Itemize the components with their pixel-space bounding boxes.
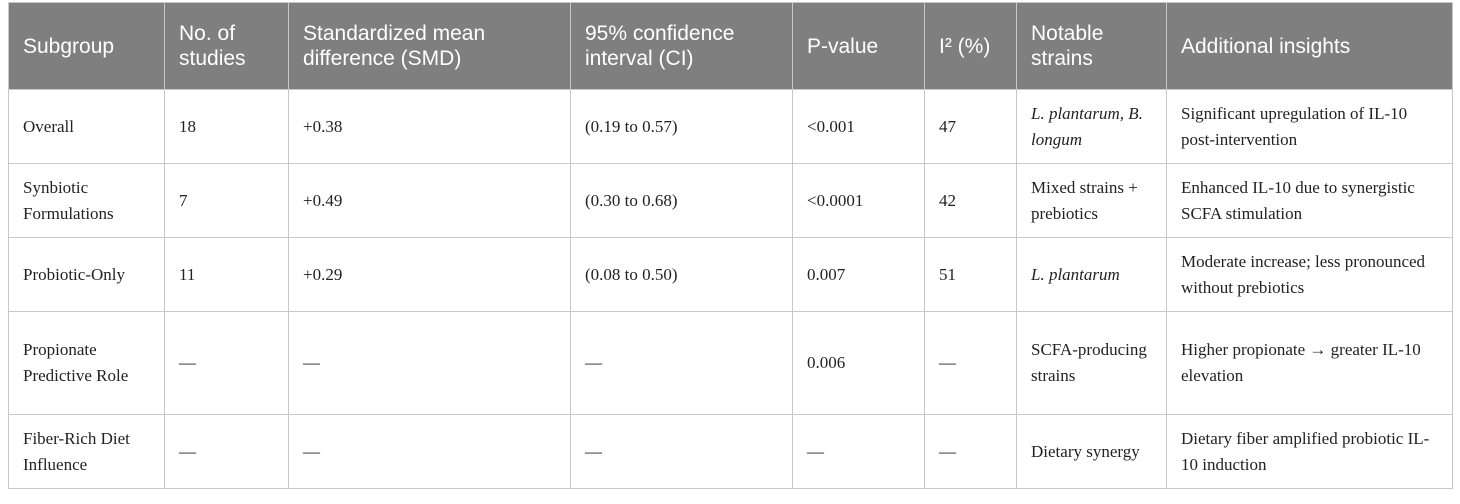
table-cell: Synbiotic Formulations [8, 163, 165, 238]
header-cell: I² (%) [924, 2, 1017, 90]
header-cell: Notable strains [1016, 2, 1167, 90]
table-cell: Moderate increase; less pronounced witho… [1166, 237, 1453, 312]
table-cell: L. plantarum, B. longum [1016, 89, 1167, 164]
table-cell: Overall [8, 89, 165, 164]
table-cell: Probiotic-Only [8, 237, 165, 312]
table-cell: +0.38 [288, 89, 571, 164]
header-cell: Subgroup [8, 2, 165, 90]
table-cell: 7 [164, 163, 289, 238]
table-cell: — [288, 414, 571, 489]
header-row: Subgroup No. of studies Standardized mean … [8, 2, 1453, 90]
table-row: Overall 18 +0.38 (0.19 to 0.57) <0.001 47 L. p… [8, 89, 1453, 164]
table-cell: (0.08 to 0.50) [570, 237, 793, 312]
table-row: Synbiotic Formulations 7 +0.49 (0.30 to 0.6… [8, 163, 1453, 238]
table-cell: +0.29 [288, 237, 571, 312]
table-cell: Dietary synergy [1016, 414, 1167, 489]
table-cell: — [164, 414, 289, 489]
header-cell: Standardized mean difference (SMD) [288, 2, 571, 90]
table-row: Propionate Predictive Role — — —0.006— SCFA-… [8, 311, 1453, 415]
table-cell: — [924, 414, 1017, 489]
table-cell: — [288, 311, 571, 415]
table-cell: 51 [924, 237, 1017, 312]
table-cell: — [570, 311, 793, 415]
table-row: Fiber-Rich Diet Influence — — — — — Dietary sy… [8, 414, 1453, 489]
table-cell: — [924, 311, 1017, 415]
header-cell: No. of studies [164, 2, 289, 90]
table-cell: Fiber-Rich Diet Influence [8, 414, 165, 489]
table-cell: Higher propionate → greater IL-10 elevat… [1166, 311, 1453, 415]
table-cell: 42 [924, 163, 1017, 238]
table-cell: <0.0001 [792, 163, 925, 238]
table-cell: <0.001 [792, 89, 925, 164]
table-cell: 18 [164, 89, 289, 164]
header-cell: P-value [792, 2, 925, 90]
table-cell: Significant upregulation of IL-10 post-i… [1166, 89, 1453, 164]
table-cell: +0.49 [288, 163, 571, 238]
table-header: Subgroup No. of studies Standardized mean … [8, 2, 1453, 90]
table-cell: Mixed strains + prebiotics [1016, 163, 1167, 238]
data-table: Subgroup No. of studies Standardized mean … [8, 2, 1453, 489]
table-cell: 47 [924, 89, 1017, 164]
table-cell: — [164, 311, 289, 415]
table-cell: Dietary fiber amplified probiotic IL-10 … [1166, 414, 1453, 489]
table-body: Overall 18 +0.38 (0.19 to 0.57) <0.001 47 L. p… [8, 89, 1453, 489]
table-cell: — [570, 414, 793, 489]
table-cell: Enhanced IL-10 due to synergistic SCFA s… [1166, 163, 1453, 238]
table-cell: (0.30 to 0.68) [570, 163, 793, 238]
table-cell: 0.006 [792, 311, 925, 415]
table-cell: 0.007 [792, 237, 925, 312]
table-cell: — [792, 414, 925, 489]
table-row: Probiotic-Only 11 +0.29 (0.08 to 0.50) 0.007… [8, 237, 1453, 312]
header-cell: Additional insights [1166, 2, 1453, 90]
header-cell: 95% confidence interval (CI) [570, 2, 793, 90]
table-cell: SCFA-producing strains [1016, 311, 1167, 415]
table-cell: 11 [164, 237, 289, 312]
table-cell: Propionate Predictive Role [8, 311, 165, 415]
table-cell: (0.19 to 0.57) [570, 89, 793, 164]
table-cell: L. plantarum [1016, 237, 1167, 312]
